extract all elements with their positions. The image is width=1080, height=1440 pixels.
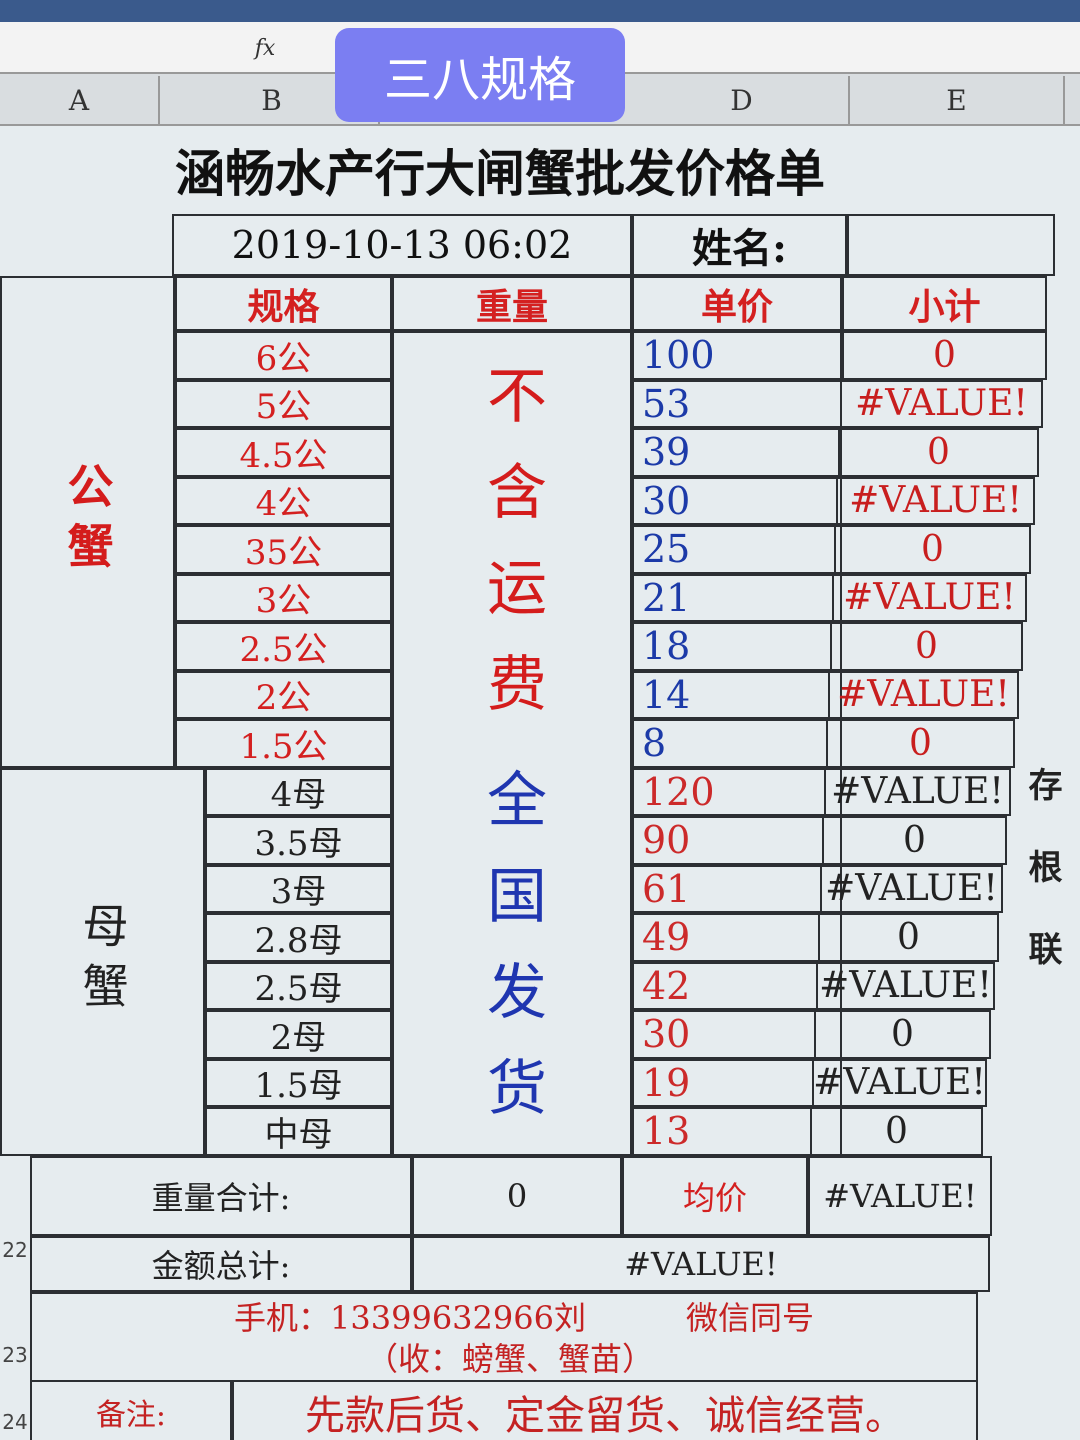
price-cell: 39 (632, 428, 842, 477)
collect: （收：螃蟹、蟹苗） (365, 1339, 654, 1378)
price-cell: 8 (632, 719, 842, 768)
name-label: 姓名: (632, 214, 847, 276)
weight-merged (392, 331, 632, 1156)
datetime: 2019-10-13 06:02 (172, 214, 632, 276)
price-cell: 49 (632, 913, 842, 962)
spec-cell: 5公 (175, 379, 392, 428)
subtotal-cell: #VALUE! (820, 864, 1003, 913)
subtotal-cell: #VALUE! (840, 379, 1043, 428)
avg: #VALUE! (808, 1155, 992, 1236)
female-group: 母蟹 (0, 767, 205, 1156)
column-title: 小计 (842, 276, 1047, 331)
column-title: 单价 (632, 276, 842, 331)
price-cell: 120 (632, 767, 842, 816)
remark: 先款后货、定金留货、诚信经营。 (232, 1379, 978, 1440)
column-header: D (635, 76, 850, 124)
price-cell: 14 (632, 670, 842, 719)
subtotal-cell: #VALUE! (812, 1058, 987, 1107)
total-weight: 0 (412, 1155, 622, 1236)
footer-box (30, 1291, 978, 1440)
subtotal-cell: #VALUE! (816, 961, 995, 1010)
wechat: 微信同号 (685, 1298, 814, 1337)
spec-cell: 3公 (175, 573, 392, 622)
total-amount: #VALUE! (412, 1235, 990, 1292)
subtotal-cell: #VALUE! (828, 670, 1019, 719)
spec-cell: 2母 (205, 1010, 392, 1059)
column-title: 重量 (392, 276, 632, 331)
spec-cell: 3.5母 (205, 816, 392, 865)
price-cell: 90 (632, 816, 842, 865)
subtotal-cell: 0 (822, 816, 1007, 865)
subtotal-cell: 0 (834, 525, 1031, 574)
side-note: 存根联 (1022, 767, 1062, 1013)
subtotal-cell: 0 (826, 719, 1015, 768)
spec-cell: 2.8母 (205, 913, 392, 962)
price-cell: 13 (632, 1107, 842, 1156)
row-number: 24 (2, 1410, 28, 1434)
avg-label: 均价 (622, 1155, 808, 1236)
spec-cell: 2.5母 (205, 961, 392, 1010)
subtotal-cell: 0 (818, 913, 999, 962)
phone: 手机：13399632966刘 (234, 1298, 586, 1337)
total-weight-label: 重量合计: (30, 1155, 412, 1236)
spec-cell: 2.5公 (175, 622, 392, 671)
total-amount-label: 金额总计: (30, 1235, 412, 1292)
column-header: E (850, 76, 1065, 124)
overlay-label: 三八规格 (335, 28, 625, 122)
spec-cell: 35公 (175, 525, 392, 574)
subtotal-cell: #VALUE! (836, 476, 1035, 525)
weight-note-text: 全国发货 (476, 768, 547, 1153)
price-cell: 42 (632, 961, 842, 1010)
spec-cell: 4.5公 (175, 428, 392, 477)
spec-cell: 4公 (175, 476, 392, 525)
spec-cell: 1.5公 (175, 719, 392, 768)
column-title: 规格 (175, 276, 392, 331)
row-number: 22 (2, 1238, 28, 1262)
empty-cell (847, 214, 1055, 276)
price-cell: 61 (632, 864, 842, 913)
subtotal-cell: 0 (814, 1010, 991, 1059)
subtotal-cell: #VALUE! (832, 573, 1027, 622)
subtotal-cell: #VALUE! (824, 767, 1011, 816)
price-cell: 21 (632, 573, 842, 622)
price-cell: 100 (632, 331, 842, 380)
subtotal-cell: 0 (842, 331, 1047, 380)
spec-cell: 4母 (205, 767, 392, 816)
row-number: 23 (2, 1343, 28, 1367)
formula-label: fx (254, 35, 276, 61)
weight-note: 不含运费 全国发货 (392, 364, 632, 1152)
male-group: 公蟹 (0, 276, 175, 768)
column-header: A (0, 76, 160, 124)
price-cell: 18 (632, 622, 842, 671)
price-cell: 30 (632, 1010, 842, 1059)
spec-cell: 中母 (205, 1107, 392, 1156)
price-cell: 30 (632, 476, 842, 525)
weight-note-text: 不含运费 (476, 364, 547, 749)
sheet-title: 涵畅水产行大闸蟹批发价格单 (175, 144, 825, 203)
subtotal-cell: 0 (810, 1107, 983, 1156)
price-cell: 25 (632, 525, 842, 574)
spec-cell: 1.5母 (205, 1058, 392, 1107)
toolbar (0, 0, 1080, 22)
spec-cell: 2公 (175, 670, 392, 719)
price-cell: 53 (632, 379, 842, 428)
spec-cell: 6公 (175, 331, 392, 380)
subtotal-cell: 0 (838, 428, 1039, 477)
spec-cell: 3母 (205, 864, 392, 913)
remark-label: 备注: (30, 1379, 232, 1440)
price-cell: 19 (632, 1058, 842, 1107)
subtotal-cell: 0 (830, 622, 1023, 671)
